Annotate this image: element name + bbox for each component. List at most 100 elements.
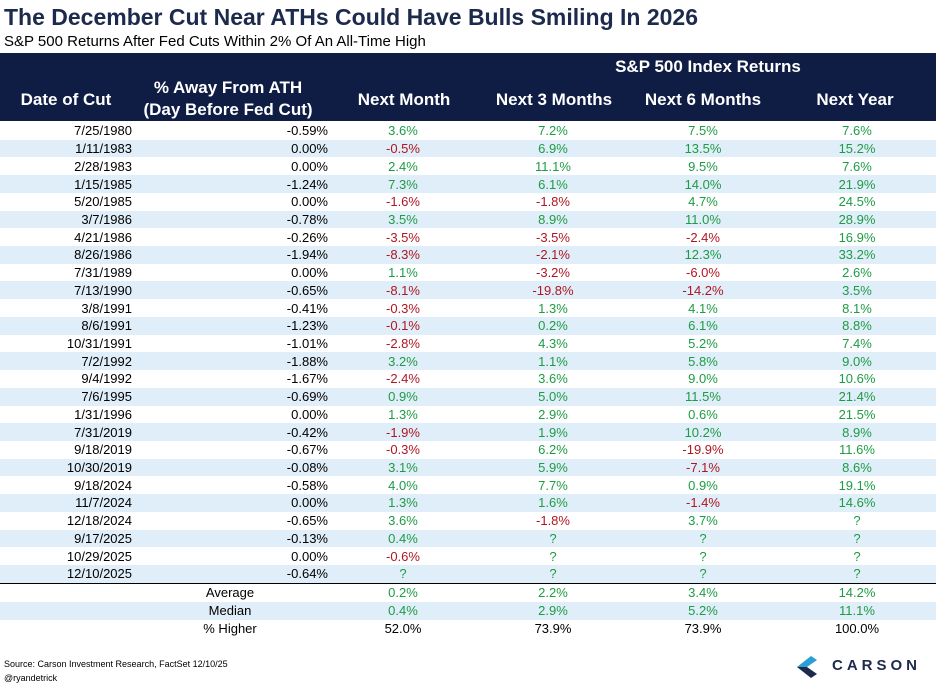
cell-next-3-months: 6.1% [478,175,628,193]
cell-next-6-months: 12.3% [628,246,778,264]
cell-next-6-months: 11.5% [628,387,778,406]
cell-next-month: -1.9% [328,423,478,441]
cell-date: 1/11/1983 [0,139,132,158]
table-header: S&P 500 Index Returns Date of Cut % Away… [0,53,936,121]
cell-next-year: 21.4% [778,387,936,406]
cell-next-month: 1.3% [328,494,478,512]
cell-next-year: ? [853,548,861,564]
cell-next-6-months: 7.5% [688,123,718,139]
cell-next-month: -2.8% [386,335,420,351]
summary-row: Median 0.4% 2.9% 5.2% 11.1% [0,602,936,620]
summary-spacer [0,602,132,620]
cell-next-month: -3.5% [386,229,420,245]
cell-date: 5/20/1985 [74,194,132,210]
cell-next-year: 33.2% [778,246,936,264]
table-row: 8/6/1991 -1.23% -0.1% 0.2% 6.1% 8.8% [0,316,936,335]
carson-chevron-logo-icon [797,656,817,678]
cell-next-6-months: 9.0% [688,371,718,387]
cell-next-year: 8.9% [778,423,936,441]
cell-next-3-months: 6.2% [538,442,568,458]
cell-next-3-months: 1.1% [478,352,628,371]
summary-value: 73.9% [684,621,722,636]
summary-value: 73.9% [534,621,572,636]
cell-away-from-ath: -0.67% [286,442,328,458]
cell-away-from-ath: -0.69% [132,387,328,406]
cell-next-month: 7.3% [328,175,478,193]
cell-next-month: 2.4% [388,158,418,174]
table-row: 2/28/1983 0.00% 2.4% 11.1% 9.5% 7.6% [0,157,936,175]
cell-date: 7/13/1990 [0,281,132,300]
table-row: 3/7/1986 -0.78% 3.5% 8.9% 11.0% 28.9% [0,210,936,229]
cell-next-3-months: -3.2% [536,265,570,281]
cell-date: 2/28/1983 [74,158,132,174]
cell-next-3-months: 1.3% [538,300,568,316]
cell-date: 7/31/1989 [74,265,132,281]
cell-next-month: 1.1% [388,265,418,281]
cell-next-6-months: 5.8% [628,352,778,371]
cell-away-from-ath: -0.26% [286,229,328,245]
cell-next-6-months: ? [628,529,778,548]
header-date-of-cut: Date of Cut [20,90,112,109]
header-next-month: Next Month [357,90,451,109]
summary-value: 0.4% [328,602,478,620]
cell-next-6-months: 4.1% [688,300,718,316]
cell-next-month: -8.3% [328,246,478,264]
cell-next-3-months: 0.2% [478,316,628,335]
author-handle: @ryandetrick [4,673,58,683]
cell-next-6-months: -2.4% [686,229,720,245]
cell-next-6-months: 10.2% [628,423,778,441]
cell-next-year: 15.2% [778,139,936,158]
cell-next-month: 0.9% [328,387,478,406]
table-row: 8/26/1986 -1.94% -8.3% -2.1% 12.3% 33.2% [0,246,936,264]
cell-date: 1/31/1996 [74,406,132,422]
cell-away-from-ath: 0.00% [291,548,328,564]
cell-away-from-ath: 0.00% [291,158,328,174]
cell-next-3-months: 3.6% [538,371,568,387]
cell-next-year: 7.4% [842,335,872,351]
table-row: 1/31/1996 0.00% 1.3% 2.9% 0.6% 21.5% [0,406,936,424]
table-row: 7/25/1980 -0.59% 3.6% 7.2% 7.5% 7.6% [0,122,936,140]
cell-away-from-ath: -0.59% [286,123,328,139]
cell-date: 1/15/1985 [0,175,132,193]
cell-next-6-months: -14.2% [628,281,778,300]
cell-next-6-months: 9.5% [688,158,718,174]
table-row: 9/18/2024 -0.58% 4.0% 7.7% 0.9% 19.1% [0,476,936,494]
cell-away-from-ath: 0.00% [291,265,328,281]
summary-label: % Higher [203,621,257,636]
cell-next-3-months: 6.9% [478,139,628,158]
cell-next-6-months: 13.5% [628,139,778,158]
cell-next-year: 2.6% [842,265,872,281]
summary-value: 0.2% [388,585,418,600]
cell-next-6-months: ? [628,564,778,583]
cell-away-from-ath: -0.78% [132,210,328,229]
table-row: 1/11/1983 0.00% -0.5% 6.9% 13.5% 15.2% [0,139,936,158]
cell-next-year: 24.5% [838,194,876,210]
cell-date: 4/21/1986 [74,229,132,245]
cell-next-6-months: -19.9% [682,442,724,458]
header-next-3-months: Next 3 Months [495,90,613,109]
cell-next-3-months: ? [549,548,557,564]
cell-away-from-ath: 0.00% [132,494,328,512]
summary-value: 14.2% [838,585,876,600]
cell-away-from-ath: -1.01% [286,335,328,351]
table-row: 10/31/1991 -1.01% -2.8% 4.3% 5.2% 7.4% [0,335,936,353]
cell-next-3-months: -3.5% [536,229,570,245]
summary-value: 2.9% [478,602,628,620]
cell-next-3-months: 11.1% [535,158,571,174]
cell-next-month: 4.0% [388,477,418,493]
cell-next-month: -0.1% [328,316,478,335]
cell-away-from-ath: -0.58% [286,477,328,493]
cell-next-3-months: 7.2% [538,123,568,139]
cell-date: 11/7/2024 [0,494,132,512]
cell-away-from-ath: -1.67% [286,371,328,387]
header-away-line1: % Away From ATH [153,78,303,97]
cell-away-from-ath: -0.65% [132,281,328,300]
cell-away-from-ath: -0.08% [132,458,328,477]
cell-date: 7/2/1992 [0,352,132,371]
cell-next-6-months: -6.0% [686,265,720,281]
cell-next-3-months: ? [478,564,628,583]
cell-next-3-months: 1.9% [478,423,628,441]
table-row: 7/31/2019 -0.42% -1.9% 1.9% 10.2% 8.9% [0,423,936,441]
cell-away-from-ath: -1.23% [132,316,328,335]
cell-away-from-ath: 0.00% [291,406,328,422]
